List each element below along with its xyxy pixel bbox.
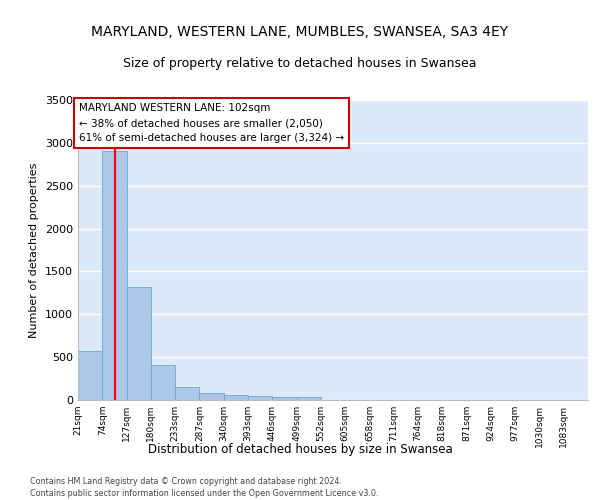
Bar (224, 396, 248, 400)
Bar (248, 396, 272, 400)
Text: MARYLAND WESTERN LANE: 102sqm
← 38% of detached houses are smaller (2,050)
61% o: MARYLAND WESTERN LANE: 102sqm ← 38% of d… (79, 104, 344, 143)
Bar (296, 397, 321, 400)
Text: Distribution of detached houses by size in Swansea: Distribution of detached houses by size … (148, 442, 452, 456)
Bar (127, 287, 151, 400)
Bar (78, 351, 102, 400)
Y-axis label: Number of detached properties: Number of detached properties (29, 162, 40, 338)
Bar (102, 150, 127, 400)
Bar (199, 393, 224, 400)
Text: Contains public sector information licensed under the Open Government Licence v3: Contains public sector information licen… (30, 489, 379, 498)
Text: Size of property relative to detached houses in Swansea: Size of property relative to detached ho… (123, 58, 477, 70)
Bar (175, 386, 199, 400)
Bar (272, 396, 296, 400)
Text: Contains HM Land Registry data © Crown copyright and database right 2024.: Contains HM Land Registry data © Crown c… (30, 478, 342, 486)
Text: MARYLAND, WESTERN LANE, MUMBLES, SWANSEA, SA3 4EY: MARYLAND, WESTERN LANE, MUMBLES, SWANSEA… (91, 25, 509, 39)
Bar (151, 366, 175, 400)
